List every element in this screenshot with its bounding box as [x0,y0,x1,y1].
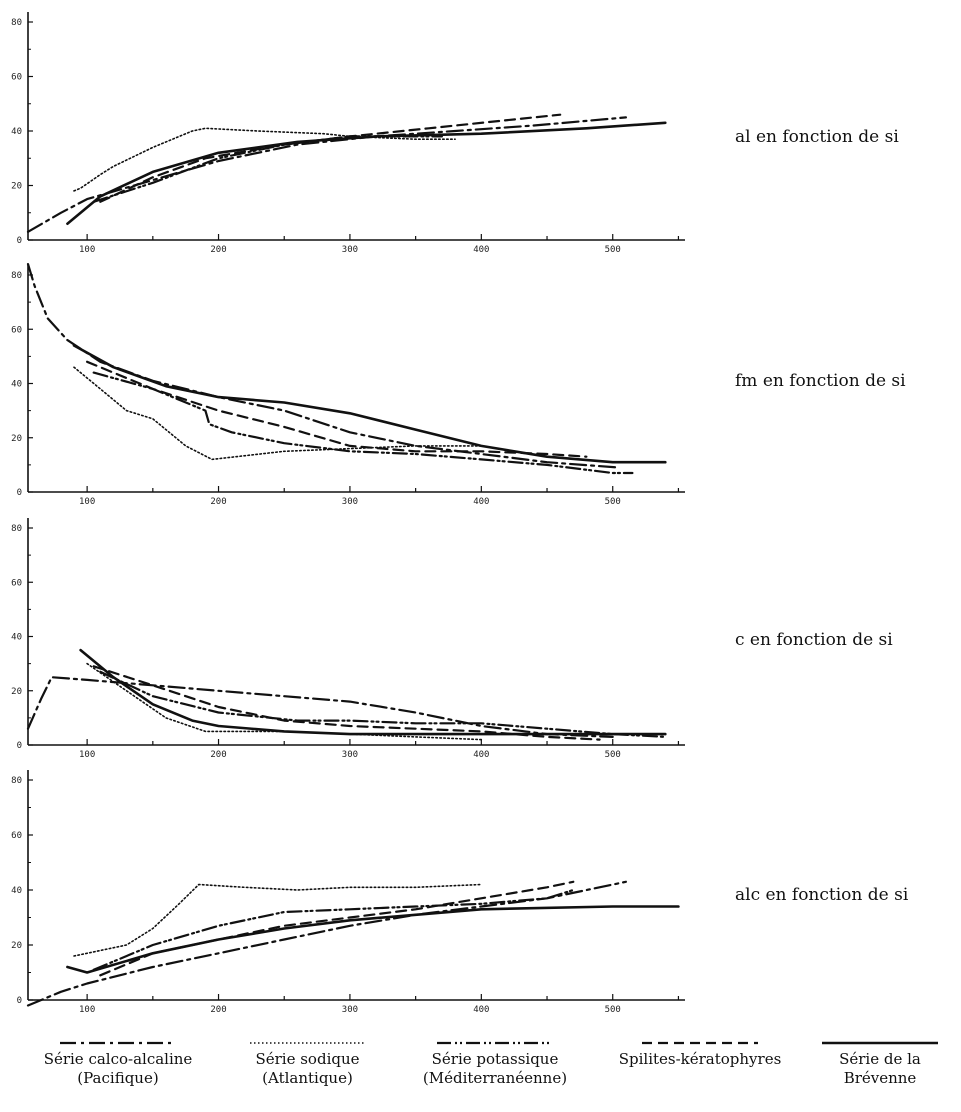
legend-sub: (Méditerranéenne) [422,1069,568,1087]
legend-item-calco-alcaline: Série calco-alcaline (Pacifique) [28,1040,208,1088]
legend-sub: (Atlantique) [262,1069,353,1087]
legend-swatch-solid [822,1041,938,1045]
y-tick-label: 60 [11,73,22,83]
y-tick-label: 40 [11,127,22,137]
series-line-dotted [73,366,483,461]
legend-label: Série sodique [255,1050,360,1068]
y-tick-label: 0 [17,488,22,498]
series-line-solid [72,344,667,464]
x-tick-label: 300 [342,497,358,507]
series-line-dotted [73,883,483,957]
series-line-solid [66,121,667,225]
x-tick-label: 400 [473,497,489,507]
legend-swatch-dotted [249,1042,366,1044]
series-line-dashdot [26,263,621,469]
series-line-dashdotdot [92,888,575,971]
legend-swatch-dashdot [60,1041,176,1045]
series-line-dashdotdot [99,670,667,738]
y-tick-label: 40 [11,633,22,643]
series-line-solid [79,648,667,736]
y-tick-label: 0 [17,236,22,246]
legend-item-brevenne: Série de la Brévenne [810,1040,950,1088]
legend-label: Série de la [839,1050,921,1068]
x-tick-label: 500 [605,1005,621,1015]
legend: Série calco-alcaline (Pacifique) Série s… [0,1040,961,1112]
x-tick-label: 100 [79,1005,95,1015]
x-tick-label: 200 [210,750,226,760]
panel-caption: al en fonction de si [735,127,899,147]
y-tick-label: 80 [11,18,22,28]
y-tick-label: 60 [11,831,22,841]
y-tick-label: 20 [11,941,22,951]
series-line-dotted [86,662,483,741]
x-tick-label: 200 [210,497,226,507]
chart-panel-4: 100 200 300 400 500 0 20 40 60 80 alc en fonction … [11,770,909,1015]
x-tick-label: 200 [210,245,226,255]
y-tick-label: 20 [11,434,22,444]
x-tick-label: 300 [342,1005,358,1015]
chart-panel-1: 100 200 300 400 500 0 20 40 60 80 al en fonction d… [11,12,899,255]
x-tick-label: 400 [473,245,489,255]
x-tick-label: 500 [605,497,621,507]
y-tick-label: 20 [11,182,22,192]
legend-swatch-dashed [642,1041,758,1045]
x-tick-label: 200 [210,1005,226,1015]
legend-item-sodique: Série sodique (Atlantique) [225,1040,390,1088]
chart-panel-3: 100 200 300 400 500 0 20 40 60 80 c en fonction de… [11,518,893,760]
y-tick-label: 80 [11,776,22,786]
x-tick-label: 100 [79,750,95,760]
panel-caption: fm en fonction de si [735,371,906,391]
y-tick-label: 60 [11,578,22,588]
y-tick-label: 80 [11,271,22,281]
x-tick-label: 400 [473,750,489,760]
series-line-dashdot [26,880,627,1007]
y-tick-label: 20 [11,687,22,697]
chart-panel-2: 100 200 300 400 500 0 20 40 60 80 fm en fonction d… [11,263,906,507]
y-tick-label: 40 [11,380,22,390]
x-tick-label: 100 [79,245,95,255]
x-tick-label: 300 [342,245,358,255]
y-tick-label: 0 [17,741,22,751]
legend-sub: Brévenne [843,1069,917,1087]
series-line-dashed [92,665,601,741]
legend-sub: (Pacifique) [77,1069,159,1087]
panel-caption: alc en fonction de si [735,885,909,905]
x-tick-label: 100 [79,497,95,507]
x-tick-label: 500 [605,750,621,760]
legend-label: Série potassique [431,1050,559,1068]
y-tick-label: 40 [11,886,22,896]
panel-caption: c en fonction de si [735,630,893,650]
series-line-dashdotdot [92,371,634,475]
series-line-dashed [86,360,588,458]
series-line-dashdot [26,116,627,233]
x-tick-label: 500 [605,245,621,255]
legend-swatch-dashdotdot [437,1041,553,1045]
x-tick-label: 300 [342,750,358,760]
y-tick-label: 80 [11,524,22,534]
legend-item-spilites: Spilites-kératophyres [600,1040,800,1069]
series-line-dashdot [26,676,614,738]
y-tick-label: 0 [17,996,22,1006]
x-tick-label: 400 [473,1005,489,1015]
y-tick-label: 60 [11,325,22,335]
legend-item-potassique: Série potassique (Méditerranéenne) [405,1040,585,1088]
legend-label: Spilites-kératophyres [618,1050,782,1068]
series-line-solid [66,905,680,974]
legend-label: Série calco-alcaline [43,1050,193,1068]
